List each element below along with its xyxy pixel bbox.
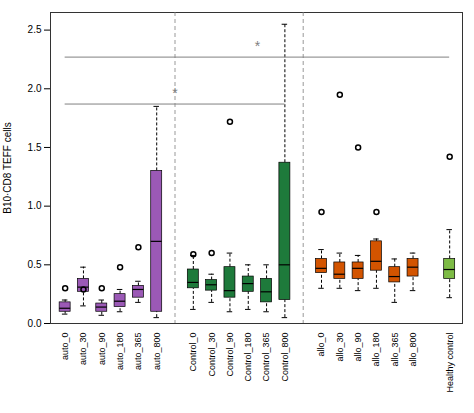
svg-text:auto_90: auto_90: [97, 333, 107, 366]
svg-text:allo_180: allo_180: [371, 333, 381, 367]
svg-text:*: *: [172, 85, 178, 101]
svg-text:2.5: 2.5: [28, 24, 42, 35]
svg-text:Control_180: Control_180: [243, 333, 253, 382]
svg-text:2.0: 2.0: [28, 83, 42, 94]
svg-text:allo_800: allo_800: [408, 333, 418, 367]
svg-text:auto_30: auto_30: [78, 333, 88, 366]
svg-text:Healthy control: Healthy control: [445, 333, 455, 393]
svg-text:allo_30: allo_30: [335, 333, 345, 362]
svg-text:0.0: 0.0: [28, 318, 42, 329]
svg-text:auto_800: auto_800: [152, 333, 162, 371]
svg-text:1.0: 1.0: [28, 200, 42, 211]
svg-text:allo_0: allo_0: [316, 333, 326, 357]
svg-text:auto_0: auto_0: [60, 333, 70, 361]
svg-text:Control_365: Control_365: [261, 333, 271, 382]
svg-text:allo_365: allo_365: [390, 333, 400, 367]
svg-text:1.5: 1.5: [28, 142, 42, 153]
svg-text:allo_90: allo_90: [353, 333, 363, 362]
svg-text:Control_800: Control_800: [280, 333, 290, 382]
svg-text:Control_30: Control_30: [207, 333, 217, 377]
svg-text:Control_0: Control_0: [188, 333, 198, 372]
svg-text:auto_365: auto_365: [133, 333, 143, 371]
svg-text:*: *: [255, 38, 261, 54]
svg-text:Control_90: Control_90: [225, 333, 235, 377]
svg-text:0.5: 0.5: [28, 259, 42, 270]
svg-text:B10·CD8 TEFF cells: B10·CD8 TEFF cells: [2, 122, 13, 214]
svg-text:auto_180: auto_180: [115, 333, 125, 371]
